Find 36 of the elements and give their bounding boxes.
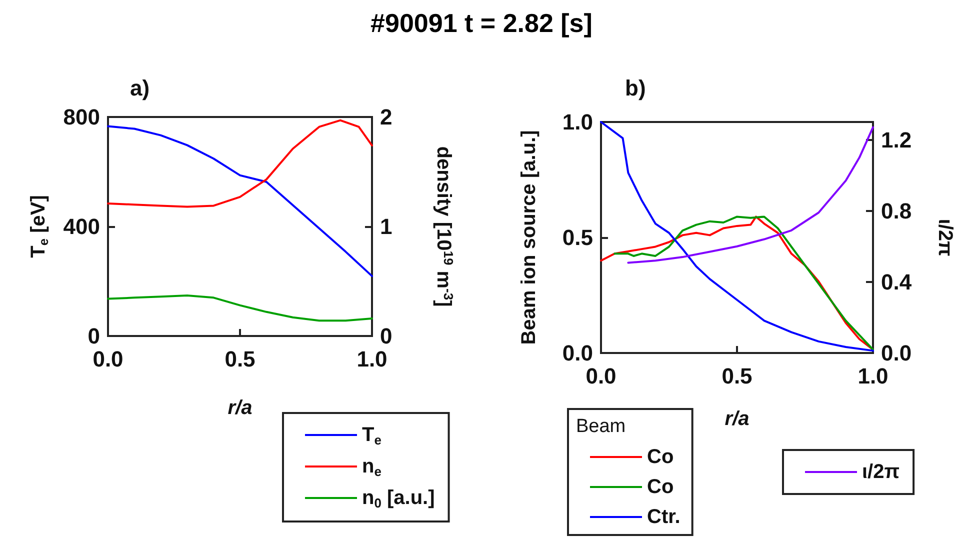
line-series <box>107 125 373 278</box>
chart-subtitle: a) <box>130 76 150 100</box>
y2-tick-label: 1.2 <box>881 127 912 152</box>
line-series <box>600 121 874 352</box>
y-tick-label: 800 <box>63 104 100 130</box>
x-axis-title: r/a <box>228 397 252 419</box>
y-axis-title: Te [eV] <box>28 195 51 258</box>
y-tick-label: 0 <box>88 324 100 348</box>
chart-subtitle: b) <box>625 76 646 100</box>
y2-tick-label: 0.8 <box>881 198 912 224</box>
y2-axis-title: density [1019 m-3] <box>432 146 456 307</box>
x-tick-label: 0.0 <box>586 364 616 388</box>
legend-label: Co <box>647 446 674 468</box>
y-tick-label: 0.5 <box>562 225 593 250</box>
x-tick-label: 0.0 <box>92 346 124 372</box>
line-series <box>107 119 373 208</box>
x-tick-label: 1.0 <box>858 364 888 388</box>
legend-label: ι/2π <box>862 461 900 483</box>
y-tick-label: 1.0 <box>562 110 593 134</box>
y2-tick-label: 1 <box>380 214 392 239</box>
legend-label: Ctr. <box>647 506 680 528</box>
line-series <box>107 294 373 322</box>
x-axis-title: r/a <box>724 408 750 430</box>
y2-tick-label: 0 <box>380 324 392 348</box>
x-tick-label: 0.5 <box>224 346 256 372</box>
x-tick-label: 0.5 <box>722 364 752 388</box>
y-axis-title: Beam ion source [a.u.] <box>518 130 540 345</box>
y2-tick-label: 0.4 <box>881 269 912 294</box>
x-tick-label: 1.0 <box>356 346 388 372</box>
legend-label: Co <box>647 476 674 498</box>
y2-axis-title: ι/2π <box>934 218 956 256</box>
text: #90091 t = 2.82 [s] <box>370 8 594 39</box>
y-tick-label: 400 <box>63 214 100 239</box>
y2-tick-label: 2 <box>380 104 392 130</box>
line-series <box>627 126 874 264</box>
legend-title: Beam <box>576 416 626 437</box>
